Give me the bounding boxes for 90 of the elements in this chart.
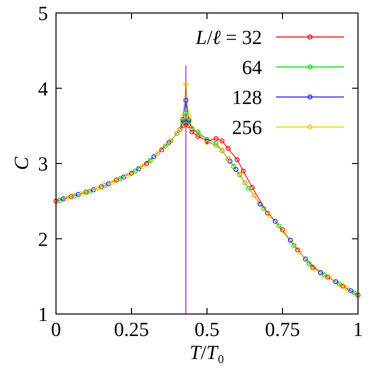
point bbox=[280, 227, 285, 232]
point bbox=[186, 123, 192, 128]
point bbox=[155, 151, 160, 156]
point bbox=[144, 161, 150, 166]
point bbox=[292, 243, 296, 248]
point bbox=[57, 198, 62, 203]
legend-label: 256 bbox=[232, 117, 262, 139]
point bbox=[129, 170, 134, 176]
legend-label: 128 bbox=[232, 87, 262, 109]
point bbox=[234, 167, 238, 172]
point bbox=[110, 180, 115, 185]
point bbox=[151, 154, 156, 160]
point bbox=[64, 196, 70, 201]
point bbox=[80, 191, 84, 196]
point bbox=[344, 286, 350, 291]
point bbox=[183, 98, 188, 103]
point bbox=[60, 196, 66, 202]
point bbox=[180, 123, 186, 128]
x-tick-label: 0.5 bbox=[194, 319, 220, 341]
point bbox=[303, 256, 308, 262]
point bbox=[183, 82, 188, 87]
point bbox=[183, 120, 188, 126]
point bbox=[180, 117, 186, 122]
point bbox=[186, 117, 192, 122]
legend-label: L/ℓ = 32 bbox=[194, 27, 262, 49]
point bbox=[106, 181, 111, 186]
point bbox=[272, 218, 278, 224]
y-tick-label: 1 bbox=[38, 304, 48, 326]
y-tick-label: 2 bbox=[38, 228, 48, 251]
point bbox=[148, 158, 153, 163]
point bbox=[84, 190, 89, 195]
point bbox=[252, 193, 257, 198]
y-tick-label: 5 bbox=[38, 3, 48, 25]
point bbox=[261, 206, 266, 212]
y-tick-label: 3 bbox=[38, 154, 48, 176]
x-tick-label: 0 bbox=[51, 319, 61, 341]
point bbox=[296, 250, 302, 255]
point bbox=[186, 120, 192, 125]
point bbox=[333, 279, 338, 284]
point bbox=[250, 185, 255, 190]
point bbox=[295, 248, 300, 252]
point bbox=[140, 164, 145, 169]
point bbox=[195, 134, 200, 139]
point bbox=[356, 292, 360, 298]
point bbox=[54, 198, 58, 204]
point bbox=[240, 168, 246, 174]
point bbox=[186, 114, 192, 120]
point bbox=[183, 110, 188, 116]
point bbox=[288, 238, 293, 243]
point bbox=[282, 230, 287, 234]
point bbox=[72, 193, 78, 198]
legend-label: 64 bbox=[242, 57, 262, 79]
x-axis-title: T/T₀ bbox=[190, 342, 224, 364]
point bbox=[336, 281, 342, 286]
point bbox=[246, 186, 252, 191]
point bbox=[228, 158, 232, 164]
point bbox=[180, 114, 186, 120]
point bbox=[352, 290, 357, 296]
point bbox=[68, 194, 74, 200]
point bbox=[234, 157, 240, 162]
x-tick-label: 1 bbox=[353, 319, 363, 341]
point bbox=[318, 270, 323, 276]
point bbox=[124, 173, 130, 178]
point bbox=[214, 136, 219, 142]
point bbox=[94, 186, 100, 191]
point bbox=[306, 261, 312, 266]
point bbox=[136, 166, 142, 172]
y-axis-title: C bbox=[11, 156, 33, 170]
y-tick-label: 4 bbox=[38, 78, 48, 100]
point bbox=[322, 272, 327, 278]
point bbox=[121, 174, 126, 180]
point bbox=[102, 182, 108, 188]
point bbox=[220, 138, 225, 144]
point bbox=[231, 164, 236, 169]
point bbox=[118, 176, 122, 181]
point bbox=[348, 288, 354, 294]
point bbox=[87, 188, 92, 194]
point bbox=[132, 168, 138, 174]
point bbox=[226, 146, 231, 151]
x-tick-label: 0.25 bbox=[114, 319, 149, 341]
point bbox=[276, 224, 282, 228]
point bbox=[98, 184, 104, 190]
point bbox=[76, 192, 81, 197]
point bbox=[159, 148, 164, 152]
point bbox=[180, 120, 186, 125]
x-tick-label: 0.75 bbox=[265, 319, 300, 341]
point bbox=[258, 202, 263, 207]
point bbox=[114, 178, 119, 183]
point bbox=[91, 187, 96, 192]
point bbox=[214, 140, 219, 146]
